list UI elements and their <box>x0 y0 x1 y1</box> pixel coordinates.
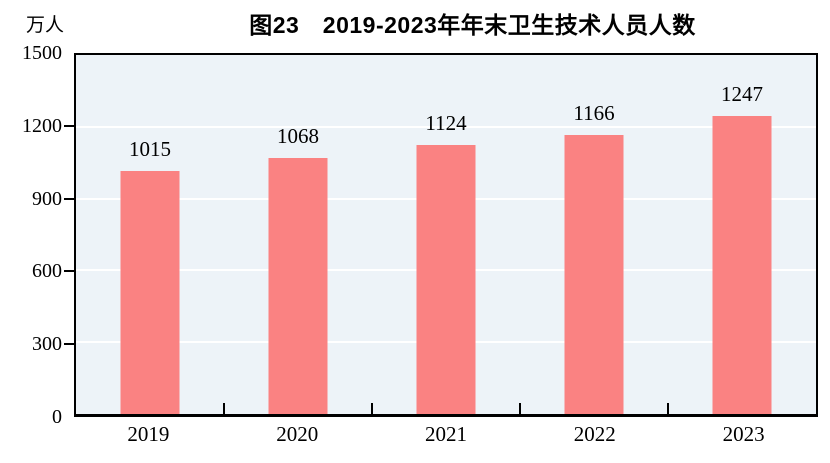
bar-cell: 1068 <box>224 55 372 414</box>
bar-cell: 1247 <box>668 55 816 414</box>
gridline <box>76 125 816 128</box>
bar <box>712 115 772 414</box>
y-axis-tick-mark <box>64 343 74 346</box>
bar-value-label: 1247 <box>721 81 763 106</box>
bar-value-label: 1124 <box>425 111 467 135</box>
x-axis-tick-mark <box>667 403 669 414</box>
bar <box>564 134 624 414</box>
y-axis-tick-label: 600 <box>32 260 62 283</box>
bar-value-label: 1166 <box>573 100 615 125</box>
y-axis-tick-label: 900 <box>32 187 62 210</box>
bar <box>416 145 476 414</box>
y-axis-unit-label: 万人 <box>26 15 65 36</box>
x-axis-tick-label: 2020 <box>276 422 319 446</box>
plot-area: 1015 1068 1124 1166 1247 <box>74 53 818 417</box>
bar-value-label: 1015 <box>129 137 171 162</box>
x-axis-tick-mark <box>519 403 521 414</box>
plot-inner: 1015 1068 1124 1166 1247 <box>76 55 816 414</box>
y-axis-tick-label: 300 <box>32 333 62 356</box>
bar-cell: 1166 <box>520 55 668 414</box>
x-axis-tick-mark <box>223 403 225 414</box>
bar <box>268 158 328 414</box>
x-axis-tick-mark <box>371 403 373 414</box>
chart-title: 图23 2019-2023年年末卫生技术人员人数 <box>249 12 696 38</box>
bar <box>120 171 180 414</box>
y-axis-tick-labels: 0 300 600 900 1200 1500 <box>0 42 64 428</box>
y-axis-tick-label: 1500 <box>22 42 62 64</box>
x-axis-tick-label: 2023 <box>722 422 765 446</box>
bar-cell: 1015 <box>76 55 224 414</box>
x-axis-tick-labels: 2019 2020 2021 2022 2023 <box>74 422 818 452</box>
x-axis-tick-label: 2021 <box>424 422 467 446</box>
y-axis-tick-mark <box>64 124 74 127</box>
y-axis-tick-label: 0 <box>52 406 62 428</box>
x-axis-tick-label: 2022 <box>573 422 616 446</box>
x-axis-tick-label: 2019 <box>127 422 170 446</box>
y-axis-tick-marks <box>64 53 74 417</box>
y-axis-tick-mark <box>64 270 74 273</box>
y-axis-tick-mark <box>64 197 74 200</box>
bar-value-label: 1068 <box>277 124 319 149</box>
bar-cell: 1124 <box>372 55 520 414</box>
y-axis-tick-label: 1200 <box>22 114 62 137</box>
